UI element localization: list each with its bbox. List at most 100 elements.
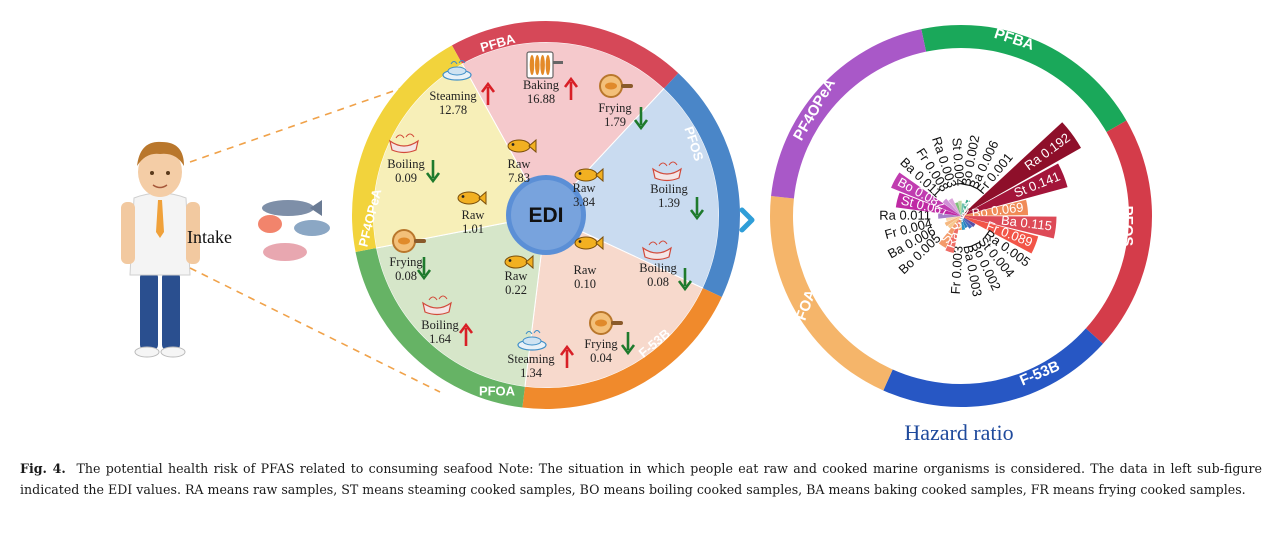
hazard-bar-shape xyxy=(961,216,966,230)
hr-ring-pf4opea xyxy=(771,29,927,199)
fish-shape xyxy=(294,220,330,236)
edi-entry-method: Frying xyxy=(584,337,618,351)
edi-ring-label-pfoa: PFOA xyxy=(479,383,516,398)
hazard-bar-shape xyxy=(938,216,961,248)
pan-handle-shape xyxy=(621,84,633,88)
edi-entry-method: Raw xyxy=(462,208,485,222)
hazard-bar-shape xyxy=(958,200,962,216)
hazard-bar-shape xyxy=(945,216,961,254)
person-left-arm xyxy=(121,202,135,264)
fish-body-shape xyxy=(574,236,598,250)
steam-shape xyxy=(395,133,415,139)
arrow-up-icon xyxy=(458,322,474,346)
hazard-bar-shape xyxy=(961,216,973,229)
hazard-bar-shape xyxy=(942,198,961,216)
pot-shape xyxy=(652,167,682,182)
hazard-bar: Ba 0.115 xyxy=(961,212,1057,239)
arrow-head xyxy=(620,344,636,356)
caption-fig-label: Fig. 4. xyxy=(20,461,66,476)
arrow-down-icon xyxy=(677,268,693,292)
fish-tail-shape xyxy=(595,167,604,183)
hazard-bar-shape xyxy=(961,199,1029,216)
skewer-fish-shape xyxy=(535,55,540,75)
hazard-bar-shape xyxy=(944,216,961,227)
edi-entry-value: 1.01 xyxy=(462,222,484,236)
fish-tail-shape xyxy=(478,190,487,206)
person-eye xyxy=(150,171,154,175)
edi-entry-method: Boiling xyxy=(387,157,425,171)
hazard-bar-shape xyxy=(961,122,1082,216)
pot-shape xyxy=(422,301,452,316)
hr-ring-label-pfos: PFOS xyxy=(1119,206,1136,247)
boiling-pot-icon xyxy=(642,240,672,261)
edi-entry-value: 0.04 xyxy=(590,351,613,365)
person-tie xyxy=(156,200,164,238)
hazard-bar-shape xyxy=(938,213,961,219)
caption-text: The potential health risk of PFAS relate… xyxy=(20,461,1262,497)
hazard-bar-shape xyxy=(958,216,962,231)
arrow-up-icon xyxy=(563,76,579,100)
fish-tail-shape xyxy=(595,235,604,251)
hazard-bar-label: St 0.004 xyxy=(949,137,967,186)
edi-entry-method: Steaming xyxy=(429,89,477,103)
skewer-fish-shape xyxy=(545,55,551,75)
edi-entry-value: 16.88 xyxy=(527,92,555,106)
fish-body-shape xyxy=(504,255,528,269)
intake-label: Intake xyxy=(187,227,232,247)
fish-eye-shape xyxy=(511,143,515,146)
edi-sector-f-53b xyxy=(524,214,704,389)
frying-pan-icon xyxy=(599,74,633,98)
seafood-icon xyxy=(258,200,330,261)
steam-shape xyxy=(648,240,668,246)
boiling-pot-icon xyxy=(422,295,452,316)
edi-entry-value: 0.09 xyxy=(395,171,417,185)
edi-entry-method: Boiling xyxy=(639,261,677,275)
hazard-ratio-title: Hazard ratio xyxy=(904,420,1013,445)
fish-body-shape xyxy=(507,139,531,153)
grill-handle-shape xyxy=(553,61,563,64)
arrow-down-icon xyxy=(620,332,636,356)
tuna-tail-shape xyxy=(310,200,322,216)
hazard-bar-shape xyxy=(961,206,970,216)
figure-caption: Fig. 4. The potential health risk of PFA… xyxy=(20,459,1262,500)
edi-center-highlight xyxy=(511,180,581,250)
edi-entry-value: 0.08 xyxy=(395,269,417,283)
fish-body-shape xyxy=(522,336,542,346)
person-illustration xyxy=(121,141,200,358)
arrow-up-icon xyxy=(559,344,575,368)
tuna-fish-shape xyxy=(262,200,314,216)
arrow-down-icon xyxy=(633,107,649,131)
frying-pan-icon xyxy=(392,229,426,253)
fish-icon xyxy=(504,254,534,270)
edi-entry-method: Steaming xyxy=(507,352,555,366)
baking-skewer-icon xyxy=(526,51,563,79)
edi-entry-method: Raw xyxy=(573,181,596,195)
hr-ring-f-53b xyxy=(883,328,1103,407)
arrow-head xyxy=(425,172,441,184)
fish-icon xyxy=(457,190,487,206)
skewer-fish-shape xyxy=(529,55,535,75)
edi-ring-f-53b xyxy=(522,288,722,409)
hr-ring-pfos xyxy=(1085,120,1153,344)
edi-ring-pf4opea xyxy=(352,45,463,253)
person-hair xyxy=(137,141,184,166)
steam-shape xyxy=(525,330,541,335)
arrow-head xyxy=(458,322,474,334)
fish-icon xyxy=(574,235,604,251)
fish-eye-shape xyxy=(578,240,582,243)
pan-handle-shape xyxy=(611,321,623,325)
person-mouth xyxy=(152,184,168,189)
fish-tail-shape xyxy=(525,254,534,270)
fish-body-shape xyxy=(447,66,467,76)
arrow-head xyxy=(559,344,575,356)
hr-ring-pfoa xyxy=(770,196,893,391)
steam-shape xyxy=(428,295,448,301)
fish-body-shape xyxy=(457,191,481,205)
edi-entry-value: 1.39 xyxy=(658,196,680,210)
